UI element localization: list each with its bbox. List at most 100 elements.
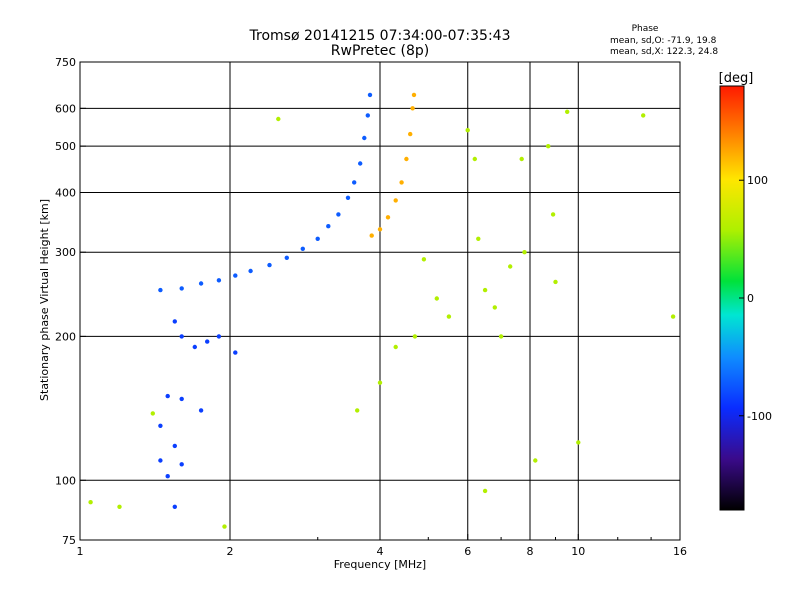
data-point — [377, 380, 383, 385]
data-point — [216, 334, 222, 339]
data-point — [482, 287, 488, 293]
data-point — [365, 113, 370, 118]
x-tick-label: 1 — [77, 545, 84, 558]
data-point — [205, 339, 210, 344]
data-point — [421, 257, 427, 262]
data-point — [165, 474, 170, 479]
data-point — [508, 264, 513, 269]
colorbar-label: [deg] — [719, 71, 754, 86]
stats-heading: Phase — [632, 24, 659, 34]
data-point — [326, 224, 331, 229]
y-tick-label: 400 — [55, 186, 76, 199]
data-point — [446, 314, 452, 319]
data-point — [88, 500, 93, 505]
colorbar-ticks: 100 0 -100 — [739, 174, 772, 423]
data-point — [358, 161, 363, 166]
stats-line-x: mean, sd,X: 122.3, 24.8 — [610, 47, 718, 57]
y-tick-label: 600 — [55, 102, 76, 115]
data-point — [492, 305, 497, 310]
data-point — [117, 504, 122, 509]
data-point — [179, 286, 184, 291]
data-point — [410, 106, 415, 111]
data-point — [172, 443, 177, 449]
chart-title: Tromsø 20141215 07:34:00-07:35:43 — [249, 28, 511, 44]
data-point — [565, 109, 570, 115]
y-tick-label: 200 — [55, 330, 76, 343]
data-point — [172, 504, 177, 509]
data-point — [336, 212, 341, 217]
data-point — [179, 396, 184, 402]
data-point — [377, 227, 383, 232]
data-point — [576, 440, 581, 445]
data-point — [198, 408, 204, 413]
colorbar-tick-label: -100 — [747, 410, 772, 423]
x-tick-label: 16 — [673, 545, 687, 558]
x-tick-label: 2 — [227, 545, 234, 558]
data-point — [393, 344, 398, 350]
data-point — [355, 408, 360, 413]
y-tick-label: 75 — [62, 534, 76, 547]
data-point — [315, 236, 320, 241]
x-tick-label: 8 — [527, 545, 534, 558]
data-point — [233, 273, 238, 278]
data-point — [498, 334, 504, 339]
colorbar-tick-label: 100 — [747, 174, 768, 187]
data-point — [267, 262, 272, 268]
data-point — [434, 296, 439, 301]
data-point — [369, 233, 374, 238]
data-point — [412, 334, 418, 339]
data-point — [284, 255, 289, 260]
data-point — [233, 350, 238, 355]
data-point — [670, 314, 676, 319]
data-point — [546, 144, 551, 149]
chart-subtitle: RwPretec (8p) — [331, 43, 429, 59]
data-point — [385, 215, 391, 220]
data-point — [192, 344, 197, 350]
data-point — [408, 131, 413, 137]
data-point — [399, 180, 404, 185]
data-point — [222, 524, 227, 529]
data-point — [345, 195, 351, 200]
y-tick-label: 750 — [55, 56, 76, 69]
data-point — [362, 135, 367, 141]
data-point — [533, 458, 538, 463]
data-point — [216, 278, 222, 283]
data-point — [150, 411, 155, 416]
data-point — [172, 319, 177, 324]
data-point — [550, 212, 556, 217]
y-tick-label: 500 — [55, 140, 76, 153]
y-tick-label: 300 — [55, 246, 76, 259]
data-point — [476, 236, 481, 241]
x-axis-label: Frequency [MHz] — [334, 558, 426, 571]
x-tick-label: 10 — [571, 545, 585, 558]
grid-lines — [80, 62, 680, 540]
data-point — [411, 92, 417, 98]
data-point — [404, 156, 409, 162]
data-point — [393, 198, 398, 203]
data-point — [367, 92, 373, 98]
axis-ticks: 1 2 4 6 8 10 16 75 100 200 300 400 500 600 750 — [55, 56, 687, 558]
data-point — [158, 423, 163, 428]
data-point — [248, 268, 253, 274]
data-point — [522, 250, 527, 255]
data-point — [641, 113, 646, 118]
x-tick-label: 4 — [377, 545, 384, 558]
data-point — [276, 116, 281, 122]
stats-line-o: mean, sd,O: -71.9, 19.8 — [610, 36, 717, 46]
data-points — [88, 92, 676, 529]
data-point — [198, 281, 204, 286]
data-point — [179, 334, 184, 339]
data-point — [472, 156, 477, 162]
data-point — [300, 246, 305, 251]
colorbar-tick-label: 0 — [747, 292, 754, 305]
data-point — [482, 488, 488, 494]
data-point — [352, 180, 357, 185]
y-tick-label: 100 — [55, 474, 76, 487]
data-point — [158, 287, 163, 293]
data-point — [465, 128, 470, 133]
y-axis-label: Stationary phase Virtual Height [km] — [38, 199, 51, 401]
data-point — [179, 462, 184, 467]
data-point — [165, 393, 170, 399]
